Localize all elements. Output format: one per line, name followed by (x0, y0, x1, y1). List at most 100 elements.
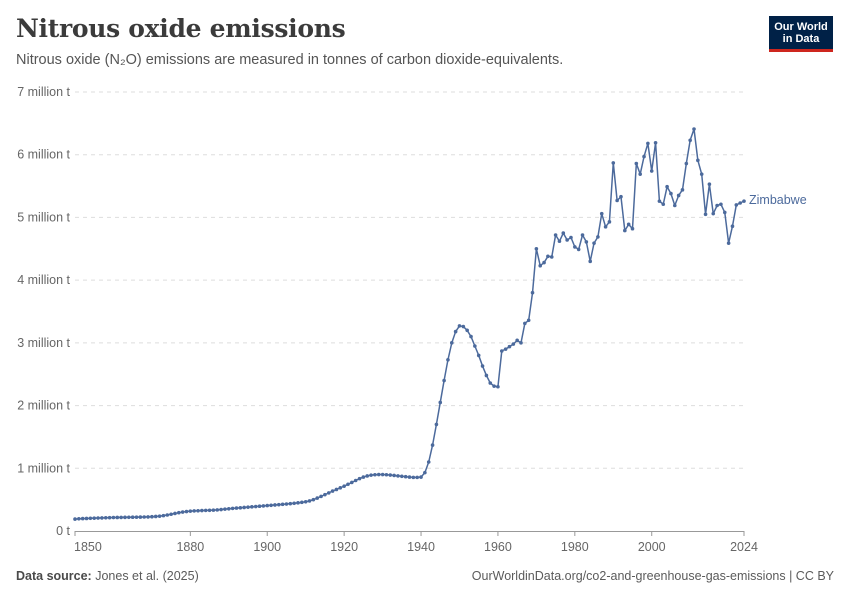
data-point[interactable] (330, 489, 335, 493)
data-point[interactable] (492, 384, 496, 388)
data-point[interactable] (296, 501, 300, 505)
data-point[interactable] (496, 384, 500, 389)
data-point[interactable] (326, 491, 331, 495)
data-point[interactable] (288, 501, 293, 506)
data-point[interactable] (680, 188, 685, 192)
data-point[interactable] (411, 475, 416, 480)
data-point[interactable] (234, 506, 239, 510)
data-point[interactable] (392, 473, 396, 478)
data-point[interactable] (384, 472, 389, 477)
data-point[interactable] (734, 203, 739, 207)
data-point[interactable] (573, 245, 577, 249)
data-point[interactable] (319, 494, 323, 499)
data-point[interactable] (588, 259, 593, 264)
data-point[interactable] (73, 517, 77, 521)
data-point[interactable] (580, 233, 585, 237)
data-point[interactable] (715, 203, 719, 208)
data-point[interactable] (565, 238, 569, 242)
data-point[interactable] (542, 260, 546, 265)
data-point[interactable] (215, 508, 220, 512)
data-point[interactable] (188, 509, 193, 513)
data-point[interactable] (138, 515, 143, 519)
data-point[interactable] (615, 198, 619, 203)
data-point[interactable] (161, 513, 166, 518)
data-point[interactable] (592, 241, 596, 245)
data-point[interactable] (100, 516, 104, 520)
data-point[interactable] (169, 512, 173, 517)
data-point[interactable] (526, 318, 531, 323)
data-point[interactable] (203, 508, 208, 513)
data-point[interactable] (476, 353, 481, 358)
series-label[interactable]: Zimbabwe (749, 193, 807, 207)
data-point[interactable] (434, 422, 439, 427)
data-point[interactable] (150, 514, 154, 519)
data-point[interactable] (369, 473, 373, 477)
data-point[interactable] (261, 504, 266, 508)
data-point[interactable] (300, 500, 304, 505)
data-point[interactable] (177, 510, 181, 515)
data-point[interactable] (146, 515, 150, 519)
data-point[interactable] (269, 503, 273, 508)
data-point[interactable] (334, 487, 339, 492)
data-point[interactable] (657, 199, 662, 203)
data-point[interactable] (642, 154, 646, 159)
data-point[interactable] (669, 191, 673, 196)
source-link[interactable]: Jones et al. (2025) (95, 569, 199, 583)
data-point[interactable] (92, 516, 97, 520)
data-point[interactable] (157, 514, 162, 518)
data-point[interactable] (342, 484, 346, 488)
data-point[interactable] (242, 505, 246, 510)
data-point[interactable] (123, 515, 127, 520)
data-point[interactable] (730, 224, 735, 229)
data-point[interactable] (707, 182, 712, 186)
data-point[interactable] (361, 475, 366, 479)
data-point[interactable] (515, 338, 519, 343)
data-point[interactable] (119, 515, 123, 520)
data-point[interactable] (415, 475, 419, 480)
data-point[interactable] (430, 443, 435, 447)
data-point[interactable] (238, 506, 243, 510)
data-point[interactable] (111, 515, 116, 520)
data-point[interactable] (722, 210, 727, 215)
data-point[interactable] (446, 357, 450, 362)
data-point[interactable] (719, 202, 723, 207)
data-point[interactable] (307, 499, 312, 503)
data-point[interactable] (134, 515, 139, 519)
data-point[interactable] (246, 505, 250, 509)
data-point[interactable] (219, 507, 223, 512)
data-point[interactable] (388, 473, 393, 477)
data-point[interactable] (380, 472, 385, 477)
data-point[interactable] (127, 515, 131, 520)
data-point[interactable] (596, 235, 600, 239)
data-point[interactable] (519, 341, 523, 345)
footer-url[interactable]: OurWorldinData.org/co2-and-greenhouse-ga… (471, 569, 834, 583)
data-point[interactable] (738, 201, 742, 205)
data-point[interactable] (396, 474, 400, 478)
data-point[interactable] (538, 263, 543, 268)
data-point[interactable] (653, 141, 658, 145)
data-point[interactable] (292, 501, 296, 506)
data-point[interactable] (623, 228, 627, 233)
data-point[interactable] (107, 515, 112, 520)
data-point[interactable] (626, 222, 631, 227)
data-point[interactable] (207, 508, 212, 513)
data-point[interactable] (407, 475, 412, 479)
data-point[interactable] (192, 509, 196, 513)
data-point[interactable] (676, 193, 681, 198)
data-point[interactable] (630, 226, 635, 231)
data-point[interactable] (523, 321, 527, 326)
data-point[interactable] (557, 239, 562, 244)
data-point[interactable] (646, 141, 650, 146)
data-point[interactable] (250, 505, 254, 509)
data-point[interactable] (423, 470, 427, 475)
data-point[interactable] (211, 508, 216, 512)
data-point[interactable] (315, 496, 320, 500)
data-point[interactable] (649, 169, 654, 173)
data-point[interactable] (353, 478, 358, 483)
data-point[interactable] (77, 516, 81, 521)
data-point[interactable] (507, 344, 512, 349)
data-point[interactable] (357, 476, 362, 481)
data-point[interactable] (499, 349, 504, 353)
data-point[interactable] (153, 514, 158, 519)
data-point[interactable] (484, 373, 489, 378)
